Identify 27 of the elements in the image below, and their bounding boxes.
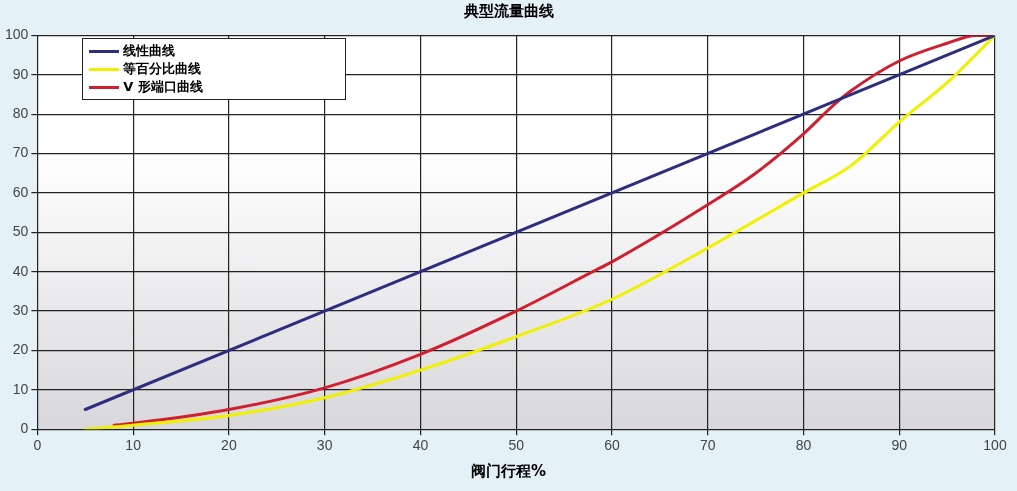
x-tick-label: 30	[316, 437, 333, 454]
legend-label: 线性曲线	[123, 42, 176, 61]
x-tick-label: 50	[508, 437, 525, 454]
y-tick-label: 40	[12, 262, 29, 279]
y-tick-label: 50	[12, 223, 29, 240]
x-tick-label: 10	[125, 437, 142, 454]
x-axis-title: 阀门行程%	[470, 462, 547, 481]
y-tick-label: 90	[12, 65, 29, 82]
chart-title: 典型流量曲线	[462, 2, 555, 21]
y-tick-label: 10	[12, 380, 29, 397]
x-tick-label: 90	[891, 437, 908, 454]
y-tick-label: 60	[12, 183, 29, 200]
legend-label: 等百分比曲线	[123, 60, 202, 79]
x-tick-label: 80	[795, 437, 812, 454]
x-tick-label: 20	[221, 437, 237, 454]
x-tick-label: 40	[412, 437, 429, 454]
y-tick-label: 100	[5, 26, 29, 43]
x-tick-label: 70	[699, 437, 716, 454]
y-tick-label: 70	[12, 144, 29, 161]
y-tick-label: 80	[12, 105, 29, 122]
legend-label: V 形端口曲线	[123, 78, 203, 97]
x-tick-label: 0	[33, 437, 42, 454]
y-tick-label: 30	[12, 301, 29, 318]
y-tick-label: 20	[12, 341, 29, 358]
x-tick-label: 100	[983, 437, 1007, 454]
y-tick-label: 0	[20, 420, 29, 437]
x-tick-label: 60	[604, 437, 620, 454]
